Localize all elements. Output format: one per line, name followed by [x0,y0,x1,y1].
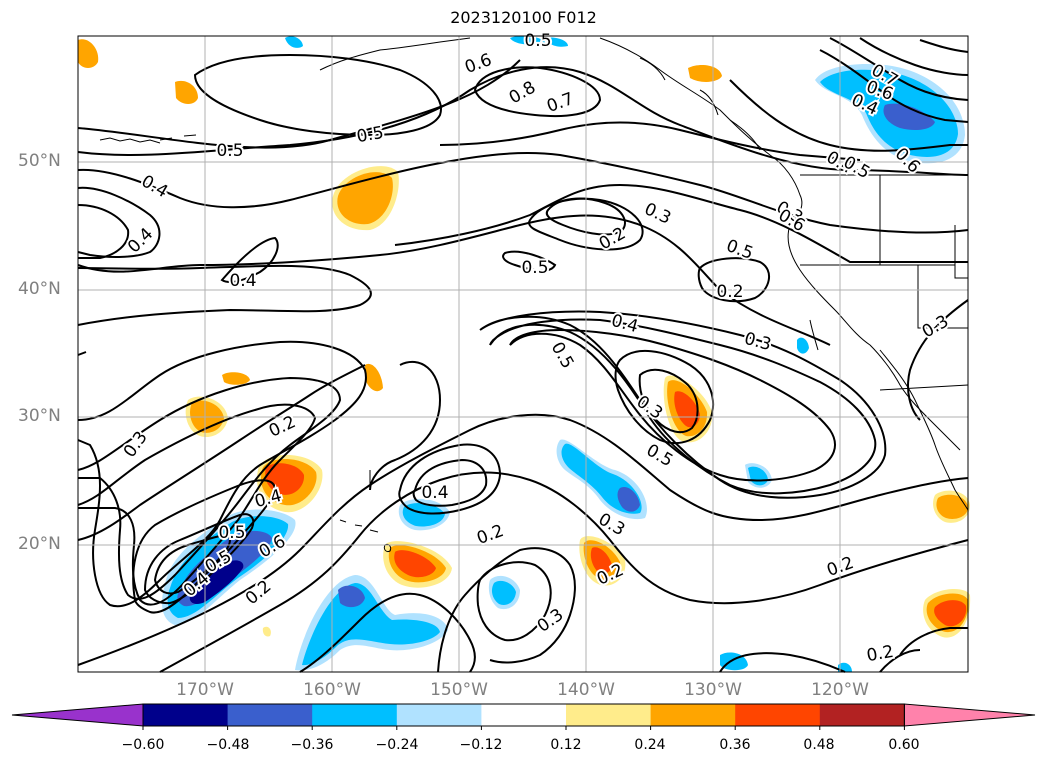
colorbar-bin [143,704,229,726]
colorbar-bin [312,704,398,726]
colorbar-tick-label: 0.24 [634,737,666,753]
map-frame [77,35,969,673]
contour-label: 0.5 [218,523,245,543]
contour-label: 0.3 [641,199,674,229]
contour-label: 0.5 [547,339,578,372]
lon-label: 160°W [303,680,361,700]
contour-label: 0.5 [643,440,676,471]
contour-label: 0.2 [242,576,276,609]
colorbar [11,703,1036,730]
contour-label: 0.4 [124,224,157,257]
anomaly-fills [78,35,971,672]
contour-label: 0.4 [138,171,171,202]
colorbar-tick-label: 0.12 [550,737,582,753]
contour-label: 0.8 [506,77,539,108]
lon-label: 150°W [430,680,488,700]
colorbar-tick-label: 0.60 [888,737,920,753]
lon-label: 130°W [684,680,742,700]
contour-label: 0.4 [421,483,448,503]
contour-label: 0.5 [355,123,385,147]
colorbar-bin [227,704,313,726]
contour-label: 0.4 [229,271,256,291]
lon-label: 170°W [176,680,234,700]
colorbar-extend-max [903,703,1036,727]
colorbar-frame [142,703,905,727]
colorbar-tick-label: −0.48 [206,737,250,753]
colorbar-bin [396,704,482,726]
colorbar-tick-label: 0.48 [803,737,835,753]
colorbar-bin [481,704,567,726]
colorbar-tick-label: −0.60 [121,737,165,753]
contour-lines [77,37,969,673]
lon-label: 140°W [557,680,615,700]
map-title: 2023120100 F012 [450,8,597,27]
contour-label: 0.5 [216,141,243,161]
lat-label: 40°N [18,279,61,299]
colorbar-tick-label: −0.12 [459,737,503,753]
contour-label: 0.2 [716,282,743,302]
colorbar-tick-label: −0.36 [290,737,334,753]
colorbar-extend-min [11,703,144,727]
contour-label: 0.5 [524,31,551,51]
colorbar-bin [735,704,821,726]
contour-label: 0.2 [824,553,856,581]
negative-patches [162,35,965,672]
colorbar-bin [566,704,652,726]
gridlines [78,36,968,672]
contour-label: 0.7 [544,89,576,117]
colorbar-bin [819,704,905,726]
coastlines [99,37,969,552]
lat-label: 50°N [18,151,61,171]
contour-label: 0.5 [521,258,548,278]
colorbar-tick-label: −0.24 [375,737,419,753]
contour-label: 0.3 [120,428,152,462]
lon-label: 120°W [811,680,869,700]
lat-label: 20°N [18,534,61,554]
colorbar-tick-label: 0.36 [719,737,751,753]
contour-label: 0.3 [742,329,773,355]
colorbar-bin [650,704,736,726]
lat-label: 30°N [18,406,61,426]
